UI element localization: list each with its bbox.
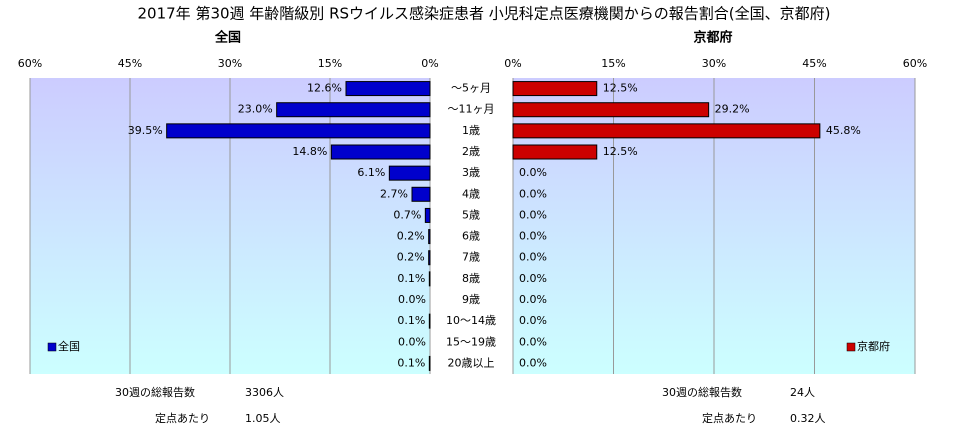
data-label: 39.5% bbox=[128, 124, 163, 137]
bar bbox=[428, 250, 431, 266]
note-value: 3306人 bbox=[245, 386, 284, 399]
bar bbox=[411, 186, 431, 202]
data-label: 0.0% bbox=[519, 293, 547, 306]
category-label: 8歳 bbox=[462, 272, 480, 285]
data-label: 0.0% bbox=[398, 293, 426, 306]
x-tick-label: 15% bbox=[601, 57, 625, 70]
data-label: 0.1% bbox=[397, 356, 425, 369]
bar bbox=[428, 271, 431, 287]
data-label: 29.2% bbox=[715, 103, 750, 116]
data-label: 0.7% bbox=[393, 208, 421, 221]
category-label: 2歳 bbox=[462, 145, 480, 158]
data-label: 14.8% bbox=[292, 145, 327, 158]
bar bbox=[428, 229, 431, 245]
bar bbox=[512, 144, 598, 160]
x-tick-label: 45% bbox=[118, 57, 142, 70]
bar bbox=[330, 144, 431, 160]
data-label: 12.5% bbox=[603, 82, 638, 95]
legend-swatch bbox=[846, 342, 856, 352]
note-value: 0.32人 bbox=[790, 412, 826, 425]
bar bbox=[276, 102, 431, 118]
axis-title: 京都府 bbox=[693, 30, 732, 46]
category-label: 15～19歳 bbox=[446, 335, 496, 348]
axis-title: 全国 bbox=[214, 30, 241, 46]
category-label: ～11ヶ月 bbox=[448, 103, 495, 116]
bar bbox=[512, 102, 710, 118]
note-label: 定点あたり bbox=[155, 411, 210, 425]
data-label: 0.2% bbox=[397, 230, 425, 243]
data-label: 0.0% bbox=[519, 166, 547, 179]
data-label: 0.0% bbox=[398, 335, 426, 348]
data-label: 0.0% bbox=[519, 314, 547, 327]
category-label: 3歳 bbox=[462, 166, 480, 179]
bar bbox=[428, 355, 431, 371]
note-value: 1.05人 bbox=[245, 412, 281, 425]
data-label: 0.0% bbox=[519, 187, 547, 200]
bar bbox=[424, 207, 431, 223]
category-label: 10～14歳 bbox=[446, 314, 496, 327]
note-label: 30週の総報告数 bbox=[662, 385, 742, 399]
data-label: 0.0% bbox=[519, 335, 547, 348]
category-label: 4歳 bbox=[462, 187, 480, 200]
x-tick-label: 0% bbox=[421, 57, 438, 70]
data-label: 12.5% bbox=[603, 145, 638, 158]
data-label: 0.0% bbox=[519, 208, 547, 221]
data-label: 12.6% bbox=[307, 82, 342, 95]
data-label: 0.0% bbox=[519, 230, 547, 243]
chart-title: 2017年 第30週 年齢階級別 RSウイルス感染症患者 小児科定点医療機関から… bbox=[138, 5, 831, 23]
x-tick-label: 45% bbox=[802, 57, 826, 70]
bar bbox=[428, 313, 431, 329]
category-label: ～5ヶ月 bbox=[451, 82, 491, 95]
legend-label: 京都府 bbox=[857, 339, 890, 353]
data-label: 45.8% bbox=[826, 124, 861, 137]
note-label: 30週の総報告数 bbox=[115, 385, 195, 399]
category-label: 6歳 bbox=[462, 230, 480, 243]
x-tick-label: 60% bbox=[903, 57, 927, 70]
category-label: 9歳 bbox=[462, 293, 480, 306]
data-label: 23.0% bbox=[238, 103, 273, 116]
category-label: 7歳 bbox=[462, 251, 480, 264]
bar bbox=[512, 81, 598, 97]
data-label: 2.7% bbox=[380, 187, 408, 200]
data-label: 0.0% bbox=[519, 251, 547, 264]
category-label: 20歳以上 bbox=[448, 356, 495, 369]
data-label: 0.0% bbox=[519, 356, 547, 369]
x-tick-label: 15% bbox=[318, 57, 342, 70]
data-label: 0.1% bbox=[397, 272, 425, 285]
x-tick-label: 30% bbox=[702, 57, 726, 70]
bar bbox=[166, 123, 431, 139]
bar bbox=[512, 123, 821, 139]
x-tick-label: 0% bbox=[504, 57, 521, 70]
note-value: 24人 bbox=[790, 386, 815, 399]
x-tick-label: 60% bbox=[18, 57, 42, 70]
data-label: 0.2% bbox=[397, 251, 425, 264]
category-label: 1歳 bbox=[462, 124, 480, 137]
category-label: 5歳 bbox=[462, 208, 480, 221]
bar bbox=[345, 81, 431, 97]
bar bbox=[388, 165, 431, 181]
data-label: 0.1% bbox=[397, 314, 425, 327]
note-label: 定点あたり bbox=[702, 411, 757, 425]
data-label: 0.0% bbox=[519, 272, 547, 285]
legend-label: 全国 bbox=[58, 339, 80, 353]
data-label: 6.1% bbox=[357, 166, 385, 179]
legend-swatch bbox=[47, 342, 57, 352]
x-tick-label: 30% bbox=[218, 57, 242, 70]
